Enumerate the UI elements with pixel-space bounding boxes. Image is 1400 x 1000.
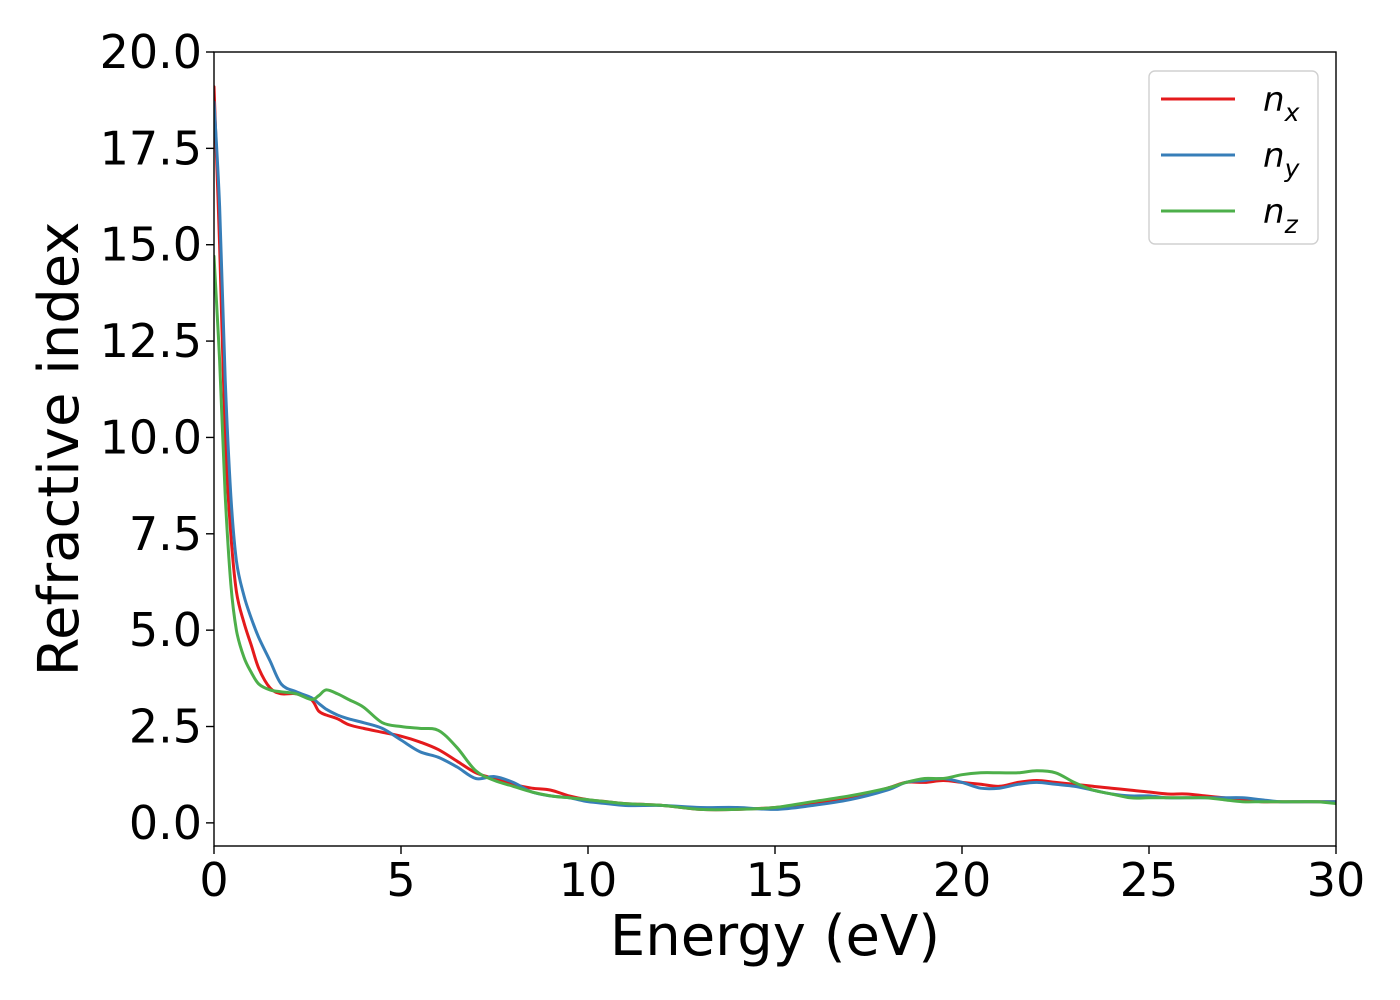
series-layer — [214, 85, 1336, 812]
x-tick-label: 15 — [746, 853, 805, 907]
y-tick-label: 5.0 — [129, 603, 202, 657]
y-tick-label: 7.5 — [129, 507, 202, 561]
y-tick-label: 2.5 — [129, 700, 202, 754]
y-tick-label: 15.0 — [100, 218, 202, 272]
legend-label-x: nx — [1263, 80, 1300, 127]
y-axis-label: Refractive index — [27, 222, 92, 677]
series-line-n-y — [214, 100, 1336, 811]
y-tick-label: 20.0 — [100, 25, 202, 79]
y-tick-label: 10.0 — [100, 410, 202, 464]
x-tick-label: 0 — [199, 853, 228, 907]
x-tick-label: 30 — [1307, 853, 1366, 907]
x-axis-label: Energy (eV) — [610, 904, 940, 969]
x-tick-label: 5 — [386, 853, 415, 907]
legend-label-y: ny — [1263, 136, 1301, 183]
y-tick-label: 12.5 — [100, 314, 202, 368]
series-line-n-z — [214, 254, 1336, 812]
legend-box — [1148, 70, 1319, 245]
legend: nx ny nz — [1148, 70, 1319, 245]
x-tick-label: 20 — [933, 853, 992, 907]
x-tick-label: 10 — [559, 853, 618, 907]
x-tick-label: 25 — [1120, 853, 1179, 907]
ticks-layer: 0 5 10 15 20 25 30 0.0 2.5 5.0 7.5 10.0 12.5 15.0 17.5… — [100, 25, 1366, 907]
y-tick-label: 17.5 — [100, 121, 202, 175]
legend-label-z: nz — [1263, 192, 1299, 239]
y-tick-label: 0.0 — [129, 796, 202, 850]
